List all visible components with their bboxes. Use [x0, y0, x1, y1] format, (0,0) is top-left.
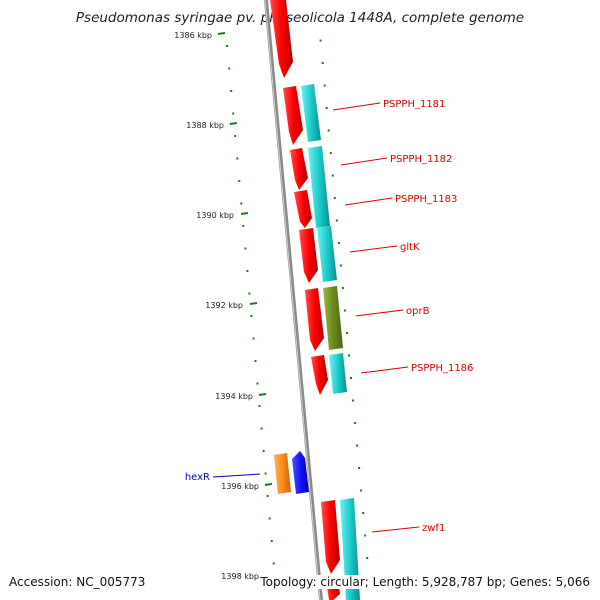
kbp-label: 1390 kbp: [196, 211, 234, 220]
gene-arrow-pspph-1181-cyan[interactable]: [301, 84, 321, 142]
gene-arrow-pspph-1186-red[interactable]: [311, 355, 328, 395]
genome-backbone-highlight: [264, 0, 321, 600]
feature-label-gltk[interactable]: gltK: [349, 242, 420, 253]
map-title: Pseudomonas syringae pv. phaseolicola 14…: [75, 10, 525, 26]
feature-label-text: PSPPH_1186: [411, 363, 473, 374]
gene-arrow-pspph-1183-red[interactable]: [294, 190, 312, 228]
genome-summary-text: Topology: circular; Length: 5,928,787 bp…: [260, 575, 590, 589]
kbp-tick-1392: 1392 kbp: [205, 301, 258, 310]
kbp-tick-1398: 1398 kbp: [221, 572, 259, 581]
kbp-label: 1396 kbp: [221, 482, 259, 491]
gene-arrow-pspph-1186-cyan[interactable]: [329, 353, 347, 394]
kbp-label: 1394 kbp: [215, 392, 253, 401]
kbp-tick-1394: 1394 kbp: [215, 392, 267, 401]
feature-label-text: oprB: [406, 306, 430, 317]
accession-text: Accession: NC_005773: [9, 575, 146, 589]
feature-label-text: zwf1: [422, 523, 445, 534]
gene-arrow-hexr-blue[interactable]: [292, 451, 309, 494]
feature-label-text: PSPPH_1182: [390, 154, 452, 165]
gene-arrow-zwf1-red[interactable]: [321, 500, 340, 574]
genome-backbone: [264, 0, 323, 600]
feature-label-text: gltK: [400, 242, 420, 253]
gene-arrow-oprb-red[interactable]: [305, 288, 324, 351]
kbp-tick-1388: 1388 kbp: [186, 121, 238, 130]
feature-label-hexr[interactable]: hexR: [185, 472, 261, 483]
kbp-tick-1396: 1396 kbp: [221, 482, 273, 491]
gene-arrow-zwf1-cyan[interactable]: [340, 498, 360, 600]
feature-label-zwf1[interactable]: zwf1: [371, 523, 445, 534]
feature-label-pspph-1183[interactable]: PSPPH_1183: [344, 194, 457, 206]
kbp-label: 1386 kbp: [174, 31, 212, 40]
kbp-label: 1398 kbp: [221, 572, 259, 581]
tick-dots-right: [317, 17, 371, 582]
feature-label-text: hexR: [185, 472, 210, 483]
kbp-tick-1390: 1390 kbp: [196, 211, 249, 220]
kbp-tick-1386: 1386 kbp: [174, 31, 226, 40]
gene-arrow-oprb-olive[interactable]: [323, 286, 343, 350]
feature-label-text: PSPPH_1181: [383, 99, 445, 110]
gene-arrow-top[interactable]: [270, 0, 293, 78]
gene-arrow-pspph-1182-red[interactable]: [290, 148, 308, 190]
gene-arrow-gltk-red[interactable]: [299, 228, 318, 283]
feature-label-pspph-1181[interactable]: PSPPH_1181: [332, 99, 445, 111]
feature-label-pspph-1186[interactable]: PSPPH_1186: [360, 363, 473, 374]
gene-arrow-hexr-orange[interactable]: [274, 453, 291, 494]
feature-label-text: PSPPH_1183: [395, 194, 457, 205]
feature-label-pspph-1182[interactable]: PSPPH_1182: [340, 154, 452, 166]
tick-dots-left: [226, 45, 275, 565]
kbp-label: 1392 kbp: [205, 301, 243, 310]
kbp-label: 1388 kbp: [186, 121, 224, 130]
feature-label-oprb[interactable]: oprB: [355, 306, 430, 317]
gene-arrow-gltk-cyan[interactable]: [317, 226, 337, 282]
gene-arrow-pspph-1182-cyan[interactable]: [308, 146, 330, 228]
gene-arrow-pspph-1181-red[interactable]: [283, 86, 303, 145]
